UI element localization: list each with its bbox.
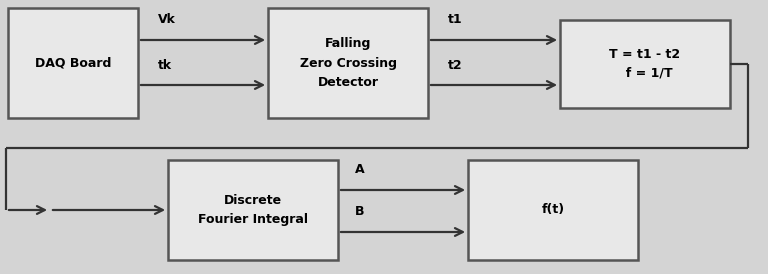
Text: Falling
Zero Crossing
Detector: Falling Zero Crossing Detector — [300, 38, 396, 89]
Text: T = t1 - t2
  f = 1/T: T = t1 - t2 f = 1/T — [610, 48, 680, 80]
Text: Vk: Vk — [158, 13, 176, 26]
Bar — [8, 8, 138, 118]
Text: B: B — [355, 205, 365, 218]
Bar — [168, 160, 338, 260]
Text: tk: tk — [158, 59, 172, 72]
Text: DAQ Board: DAQ Board — [35, 56, 111, 70]
Bar — [560, 20, 730, 108]
Text: A: A — [355, 163, 365, 176]
Bar — [268, 8, 428, 118]
Text: t1: t1 — [448, 13, 462, 26]
Bar — [468, 160, 638, 260]
Text: f(t): f(t) — [541, 204, 564, 216]
Text: t2: t2 — [448, 59, 462, 72]
Text: Discrete
Fourier Integral: Discrete Fourier Integral — [198, 194, 308, 226]
